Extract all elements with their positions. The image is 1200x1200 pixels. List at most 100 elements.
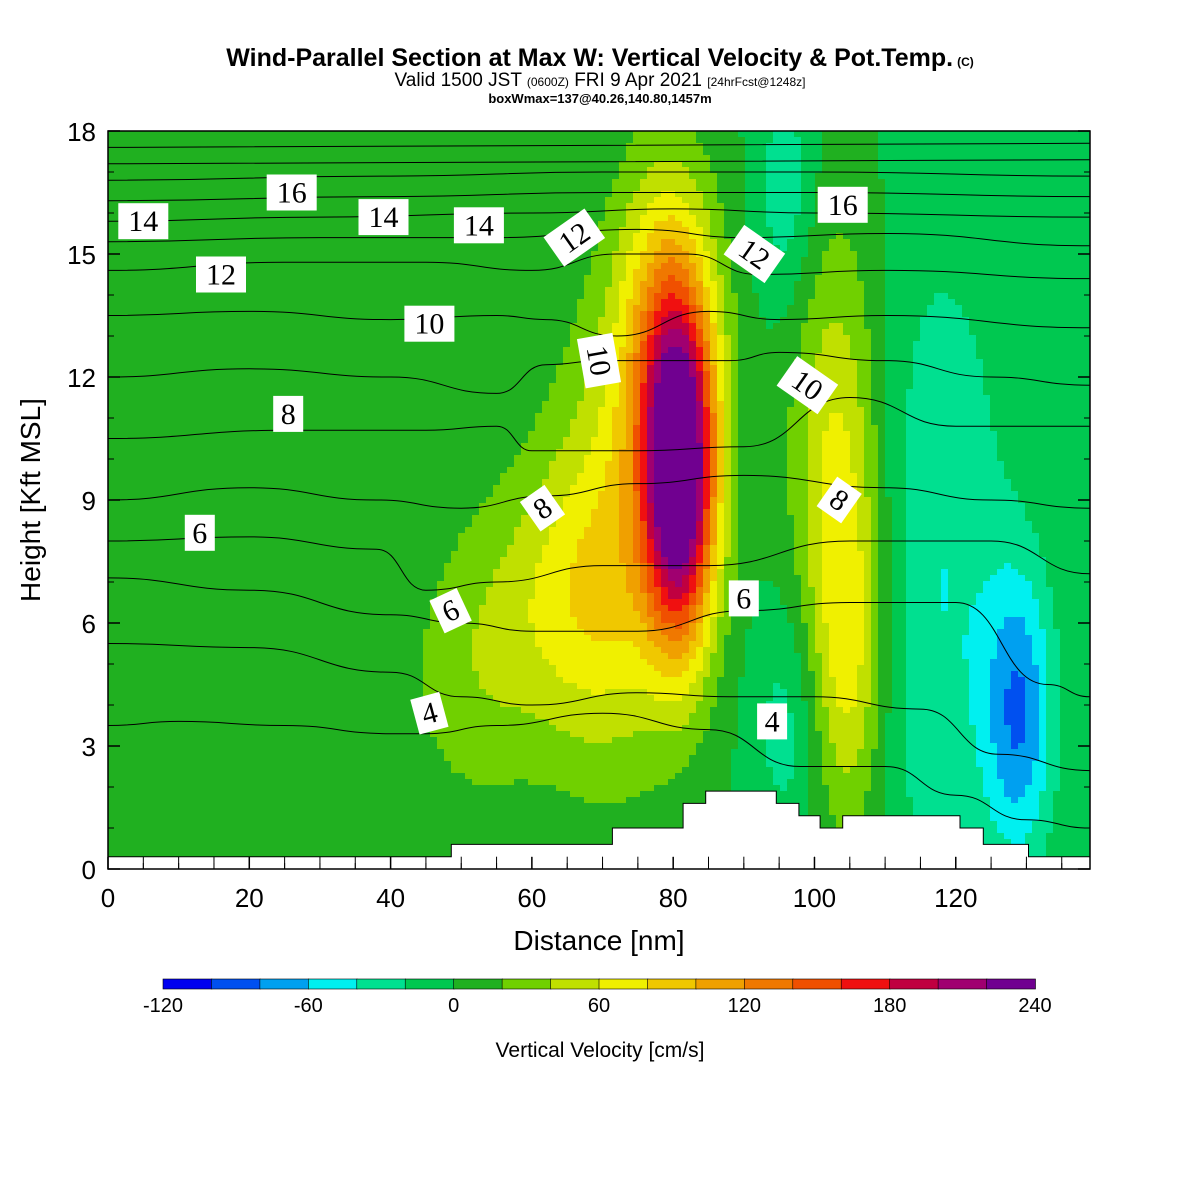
velocity-cell <box>122 251 130 258</box>
velocity-cell <box>290 623 298 630</box>
velocity-cell <box>255 629 263 636</box>
velocity-cell <box>353 539 361 546</box>
velocity-cell <box>227 677 235 684</box>
velocity-cell <box>122 803 130 810</box>
velocity-cell <box>290 287 298 294</box>
velocity-cell <box>339 203 347 210</box>
velocity-cell <box>129 557 137 564</box>
velocity-cell <box>374 689 382 696</box>
velocity-cell <box>213 797 221 804</box>
velocity-cell <box>150 773 158 780</box>
velocity-cell <box>206 293 214 300</box>
velocity-cell <box>115 581 123 588</box>
velocity-cell <box>381 287 389 294</box>
velocity-cell <box>297 533 305 540</box>
velocity-cell <box>262 137 270 144</box>
velocity-cell <box>164 653 172 660</box>
velocity-cell <box>325 473 333 480</box>
velocity-cell <box>129 629 137 636</box>
velocity-cell <box>311 791 319 798</box>
velocity-cell <box>269 467 277 474</box>
velocity-cell <box>171 599 179 606</box>
velocity-cell <box>367 581 375 588</box>
velocity-cell <box>325 353 333 360</box>
velocity-cell <box>108 461 116 468</box>
velocity-cell <box>381 647 389 654</box>
velocity-cell <box>199 479 207 486</box>
velocity-cell <box>318 167 326 174</box>
velocity-cell <box>171 731 179 738</box>
velocity-cell <box>346 275 354 282</box>
velocity-cell <box>227 785 235 792</box>
velocity-cell <box>220 761 228 768</box>
velocity-cell <box>185 707 193 714</box>
velocity-cell <box>178 407 186 414</box>
velocity-cell <box>353 515 361 522</box>
velocity-cell <box>157 665 165 672</box>
velocity-cell <box>108 713 116 720</box>
velocity-cell <box>164 329 172 336</box>
velocity-cell <box>353 647 361 654</box>
velocity-cell <box>206 809 214 816</box>
velocity-cell <box>248 833 256 840</box>
velocity-cell <box>262 161 270 168</box>
velocity-cell <box>339 701 347 708</box>
velocity-cell <box>255 551 263 558</box>
velocity-cell <box>192 401 200 408</box>
velocity-cell <box>129 461 137 468</box>
velocity-cell <box>185 791 193 798</box>
velocity-cell <box>388 245 396 252</box>
velocity-cell <box>388 275 396 282</box>
velocity-cell <box>283 665 291 672</box>
velocity-cell <box>360 185 368 192</box>
velocity-cell <box>115 749 123 756</box>
velocity-cell <box>318 371 326 378</box>
velocity-cell <box>297 677 305 684</box>
velocity-cell <box>255 521 263 528</box>
velocity-cell <box>339 833 347 840</box>
velocity-cell <box>136 467 144 474</box>
velocity-cell <box>304 395 312 402</box>
velocity-cell <box>332 653 340 660</box>
velocity-cell <box>171 809 179 816</box>
velocity-cell <box>213 437 221 444</box>
velocity-cell <box>381 701 389 708</box>
velocity-cell <box>297 497 305 504</box>
velocity-cell <box>220 233 228 240</box>
velocity-cell <box>178 707 186 714</box>
velocity-cell <box>318 215 326 222</box>
velocity-cell <box>283 563 291 570</box>
velocity-cell <box>136 671 144 678</box>
velocity-cell <box>185 575 193 582</box>
velocity-cell <box>325 689 333 696</box>
velocity-cell <box>381 605 389 612</box>
velocity-cell <box>325 611 333 618</box>
velocity-cell <box>248 521 256 528</box>
velocity-cell <box>290 761 298 768</box>
velocity-cell <box>129 761 137 768</box>
velocity-cell <box>115 299 123 306</box>
velocity-cell <box>108 425 116 432</box>
velocity-cell <box>122 557 130 564</box>
velocity-cell <box>143 647 151 654</box>
velocity-cell <box>346 791 354 798</box>
velocity-cell <box>283 491 291 498</box>
velocity-cell <box>192 179 200 186</box>
velocity-cell <box>178 653 186 660</box>
velocity-cell <box>262 821 270 828</box>
velocity-cell <box>255 707 263 714</box>
velocity-cell <box>213 659 221 666</box>
velocity-cell <box>262 815 270 822</box>
velocity-cell <box>332 179 340 186</box>
velocity-cell <box>234 593 242 600</box>
velocity-cell <box>143 767 151 774</box>
velocity-cell <box>213 233 221 240</box>
velocity-cell <box>255 545 263 552</box>
velocity-cell <box>353 617 361 624</box>
velocity-cell <box>241 467 249 474</box>
velocity-cell <box>122 785 130 792</box>
velocity-cell <box>332 773 340 780</box>
velocity-cell <box>178 491 186 498</box>
velocity-cell <box>248 299 256 306</box>
velocity-cell <box>367 503 375 510</box>
